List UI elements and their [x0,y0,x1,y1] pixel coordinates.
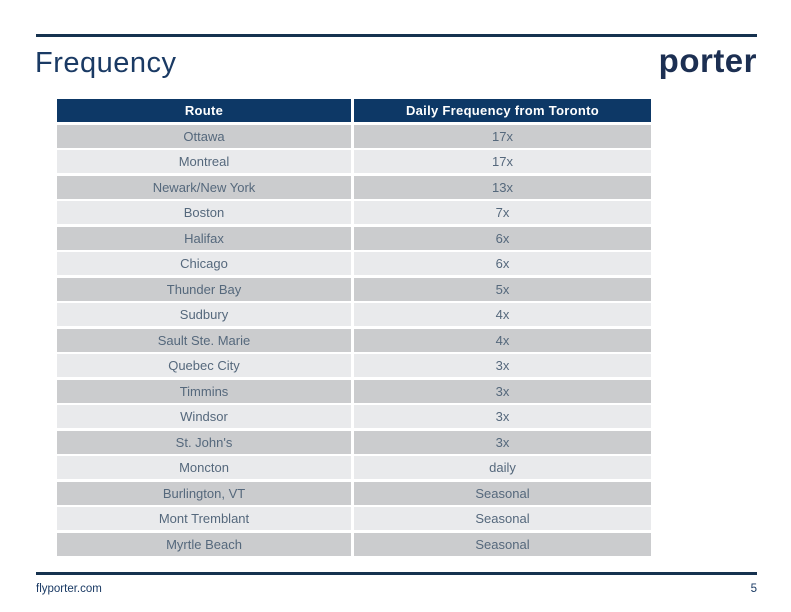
table-header-row: Route Daily Frequency from Toronto [57,99,651,122]
frequency-table: Route Daily Frequency from Toronto Ottaw… [57,99,651,556]
table-row: Timmins 3x [57,379,651,403]
footer-website: flyporter.com [36,583,102,595]
route-cell: Halifax [57,226,351,250]
table-row: Chicago 6x [57,252,651,275]
table-row: Mont Tremblant Seasonal [57,507,651,530]
route-cell: Moncton [57,456,351,479]
route-cell: Sault Ste. Marie [57,328,351,352]
route-cell: Montreal [57,150,351,173]
frequency-cell: 5x [354,277,651,301]
frequency-cell: 3x [354,379,651,403]
column-header-daily-frequency: Daily Frequency from Toronto [354,99,651,122]
route-cell: Ottawa [57,124,351,148]
route-cell: St. John's [57,430,351,454]
frequency-cell: 4x [354,303,651,326]
table-row: Myrtle Beach Seasonal [57,532,651,556]
route-cell: Windsor [57,405,351,428]
table-row: Montreal 17x [57,150,651,173]
page-number: 5 [750,583,757,595]
frequency-cell: Seasonal [354,507,651,530]
frequency-cell: 3x [354,430,651,454]
frequency-cell: 17x [354,124,651,148]
frequency-cell: daily [354,456,651,479]
route-cell: Chicago [57,252,351,275]
frequency-cell: Seasonal [354,532,651,556]
table-row: St. John's 3x [57,430,651,454]
route-cell: Newark/New York [57,175,351,199]
table-row: Moncton daily [57,456,651,479]
route-cell: Timmins [57,379,351,403]
table-row: Quebec City 3x [57,354,651,377]
column-header-route: Route [57,99,351,122]
page-title: Frequency [35,47,177,79]
table-row: Burlington, VT Seasonal [57,481,651,505]
frequency-cell: 3x [354,354,651,377]
frequency-cell: 13x [354,175,651,199]
route-cell: Sudbury [57,303,351,326]
route-cell: Burlington, VT [57,481,351,505]
top-divider-line [36,34,757,37]
table-row: Windsor 3x [57,405,651,428]
porter-logo: porter [658,42,757,79]
frequency-cell: 6x [354,226,651,250]
table-row: Sudbury 4x [57,303,651,326]
table-row: Ottawa 17x [57,124,651,148]
bottom-divider-line [36,572,757,575]
route-cell: Boston [57,201,351,224]
table-row: Halifax 6x [57,226,651,250]
table-row: Boston 7x [57,201,651,224]
route-cell: Mont Tremblant [57,507,351,530]
route-cell: Quebec City [57,354,351,377]
frequency-cell: 4x [354,328,651,352]
frequency-cell: 7x [354,201,651,224]
frequency-cell: 3x [354,405,651,428]
route-cell: Myrtle Beach [57,532,351,556]
frequency-cell: Seasonal [354,481,651,505]
frequency-cell: 17x [354,150,651,173]
table-row: Thunder Bay 5x [57,277,651,301]
frequency-cell: 6x [354,252,651,275]
table-row: Newark/New York 13x [57,175,651,199]
route-cell: Thunder Bay [57,277,351,301]
table-row: Sault Ste. Marie 4x [57,328,651,352]
